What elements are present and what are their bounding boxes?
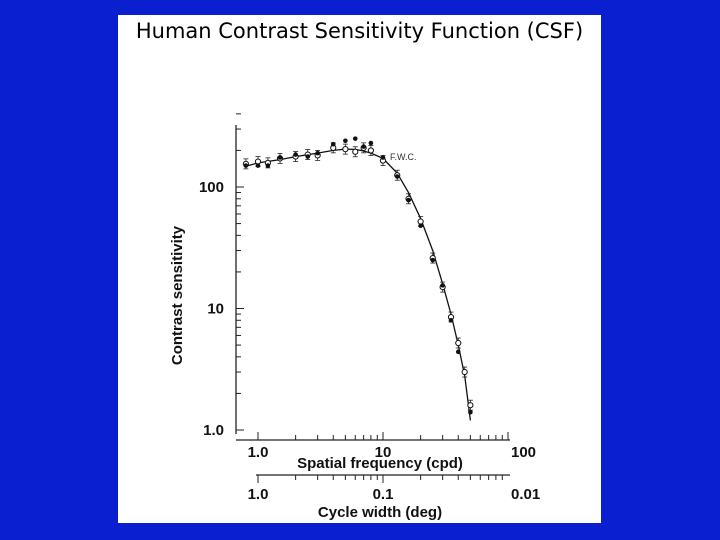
x-axis-title: Spatial frequency (cpd)	[297, 455, 463, 472]
data-point-filled	[448, 317, 454, 323]
y-tick-label: 100	[199, 179, 224, 196]
data-point-open	[342, 146, 349, 153]
data-point-filled	[343, 138, 348, 144]
data-point-filled	[277, 155, 283, 160]
data-point-filled	[265, 163, 271, 168]
x-tick-label: 100	[511, 444, 536, 461]
data-point-filled	[406, 197, 411, 203]
y-axis-title: Contrast sensitivity	[169, 225, 186, 365]
x2-tick-label: 0.1	[373, 486, 394, 503]
x-tick-label: 10	[375, 444, 392, 461]
data-point-filled	[380, 155, 386, 160]
data-point-open	[455, 339, 462, 347]
contrast-sensitivity-chart: 1.0 10 100 Contrast sensitivity 1.0 10 100 Spat…	[169, 113, 540, 521]
data-point-filled	[361, 144, 366, 149]
data-point-filled	[352, 136, 358, 141]
data-point-open	[367, 147, 374, 154]
y-tick-label: 10	[207, 301, 224, 318]
data-point-open	[461, 368, 468, 376]
data-point-open	[417, 218, 424, 225]
x2-tick-label: 1.0	[248, 486, 269, 503]
x2-tick-label: 0.01	[511, 486, 540, 503]
data-point-filled	[440, 283, 445, 288]
data-point-filled	[315, 150, 320, 156]
fit-curve	[245, 148, 472, 421]
chart-panel: Human Contrast Sensitivity Function (CSF…	[118, 15, 601, 523]
data-point-filled	[455, 349, 461, 355]
data-point-filled	[243, 163, 249, 168]
data-point-filled	[368, 140, 374, 146]
y-tick-label: 1.0	[203, 422, 224, 439]
data-point-filled	[305, 154, 311, 159]
x2-axis-title: Cycle width (deg)	[318, 504, 442, 521]
chart-title: Human Contrast Sensitivity Function (CSF…	[135, 19, 584, 43]
data-point-open	[352, 148, 359, 155]
data-point-open	[467, 402, 474, 409]
data-point-filled	[418, 223, 423, 229]
annotation-label: F.W.C.	[390, 152, 417, 162]
data-point-filled	[293, 152, 298, 157]
data-point-filled	[468, 409, 473, 415]
data-point-filled	[430, 257, 436, 263]
data-point-filled	[330, 141, 336, 147]
data-point-filled	[394, 174, 400, 179]
data-point-filled	[255, 163, 261, 168]
x-tick-label: 1.0	[248, 444, 269, 461]
